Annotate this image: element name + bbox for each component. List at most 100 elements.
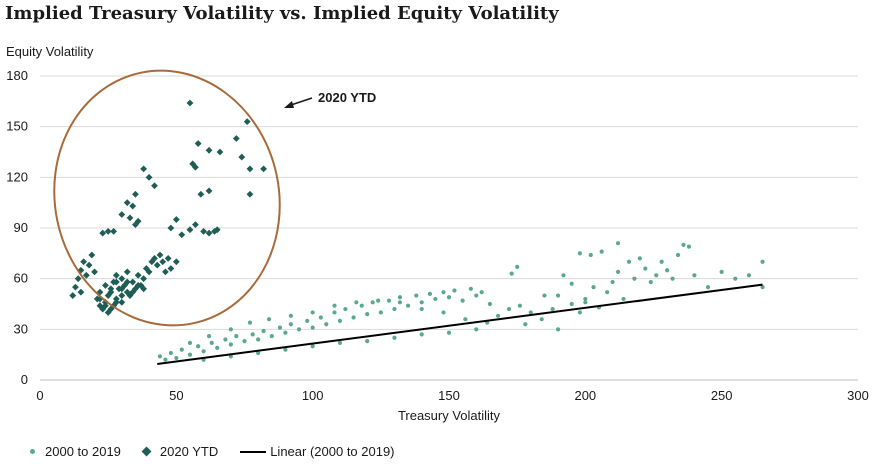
- point-2000-to-2019: [446, 330, 452, 335]
- legend-dot-marker: [30, 449, 35, 454]
- y-tick-label: 0: [21, 372, 28, 387]
- point-2000-to-2019: [626, 259, 632, 264]
- point-2000-to-2019: [615, 241, 621, 246]
- point-2000-to-2019: [577, 310, 582, 315]
- point-2020-ytd: [112, 271, 120, 279]
- point-2020-ytd: [148, 258, 156, 266]
- point-2000-to-2019: [577, 251, 582, 256]
- point-2020-ytd: [118, 292, 126, 299]
- y-tick-label: 30: [14, 321, 28, 336]
- annotation-arrowhead: [284, 101, 294, 108]
- point-2020-ytd: [140, 285, 148, 293]
- point-2020-ytd: [172, 216, 180, 223]
- point-2020-ytd: [77, 288, 85, 296]
- point-2000-to-2019: [215, 345, 220, 351]
- y-tick-label: 180: [6, 68, 28, 83]
- point-2020-ytd: [200, 227, 207, 235]
- point-2020-ytd: [102, 282, 109, 289]
- point-2000-to-2019: [256, 350, 261, 356]
- point-2020-ytd: [232, 135, 240, 142]
- point-2000-to-2019: [665, 268, 670, 273]
- x-tick-label: 0: [36, 388, 43, 403]
- point-2020-ytd: [118, 275, 126, 283]
- point-2020-ytd: [246, 165, 254, 173]
- point-2000-to-2019: [310, 310, 315, 315]
- point-2000-to-2019: [419, 332, 424, 337]
- point-2020-ytd: [238, 153, 246, 161]
- point-2020-ytd: [129, 202, 137, 210]
- point-2000-to-2019: [591, 285, 596, 290]
- point-2000-to-2019: [583, 296, 588, 302]
- point-2000-to-2019: [517, 303, 522, 308]
- point-2000-to-2019: [343, 306, 348, 312]
- y-tick-label: 90: [14, 220, 28, 235]
- x-axis-title: Treasury Volatility: [398, 408, 501, 423]
- point-2020-ytd: [104, 227, 112, 235]
- point-2000-to-2019: [733, 276, 738, 281]
- point-2000-to-2019: [261, 328, 266, 334]
- point-2020-ytd: [132, 190, 139, 198]
- point-2020-ytd: [88, 251, 96, 259]
- point-2020-ytd: [123, 288, 131, 296]
- point-2020-ytd: [123, 268, 131, 276]
- point-2000-to-2019: [406, 303, 411, 308]
- annotation-ellipse: [53, 69, 281, 327]
- point-2000-to-2019: [659, 259, 664, 264]
- point-2000-to-2019: [242, 339, 247, 344]
- point-2000-to-2019: [675, 252, 681, 258]
- point-2020-ytd: [107, 285, 115, 293]
- y-tick-label: 120: [6, 169, 28, 184]
- point-2020-ytd: [197, 190, 205, 198]
- point-2000-to-2019: [386, 298, 392, 303]
- point-2000-to-2019: [654, 273, 659, 278]
- point-2000-to-2019: [468, 286, 473, 291]
- point-2000-to-2019: [637, 256, 642, 261]
- point-2020-ytd: [142, 265, 150, 272]
- legend-label-2020-ytd: 2020 YTD: [159, 444, 219, 459]
- point-2000-to-2019: [433, 296, 438, 302]
- annotation-label: 2020 YTD: [318, 90, 376, 105]
- point-2000-to-2019: [760, 285, 765, 290]
- point-2000-to-2019: [605, 290, 610, 295]
- point-2000-to-2019: [351, 315, 356, 320]
- point-2000-to-2019: [392, 306, 397, 312]
- point-2020-ytd: [216, 148, 224, 156]
- point-2000-to-2019: [332, 310, 337, 315]
- legend-line-marker: [240, 450, 267, 453]
- point-2000-to-2019: [228, 342, 233, 347]
- point-2000-to-2019: [599, 249, 604, 254]
- series-2020-ytd: [69, 99, 267, 316]
- point-2000-to-2019: [310, 325, 315, 330]
- point-2000-to-2019: [414, 293, 419, 298]
- point-2020-ytd: [140, 275, 148, 283]
- point-2020-ytd: [167, 265, 175, 272]
- point-2000-to-2019: [419, 306, 424, 312]
- point-2000-to-2019: [288, 322, 293, 327]
- point-2020-ytd: [194, 140, 202, 147]
- point-2000-to-2019: [234, 333, 239, 339]
- point-2020-ytd: [172, 258, 180, 266]
- point-2020-ytd: [159, 258, 167, 266]
- point-2020-ytd: [260, 165, 267, 173]
- point-2000-to-2019: [419, 300, 424, 305]
- point-2020-ytd: [112, 298, 120, 306]
- point-2000-to-2019: [337, 318, 343, 323]
- point-2020-ytd: [118, 211, 126, 218]
- point-2000-to-2019: [223, 337, 228, 342]
- point-2000-to-2019: [283, 330, 288, 335]
- point-2000-to-2019: [643, 266, 648, 271]
- point-2020-ytd: [129, 288, 137, 296]
- point-2020-ytd: [205, 229, 213, 237]
- point-2000-to-2019: [561, 273, 566, 278]
- point-2000-to-2019: [174, 355, 179, 361]
- point-2000-to-2019: [187, 340, 193, 345]
- point-2000-to-2019: [615, 269, 621, 275]
- linear-trendline: [157, 283, 763, 365]
- x-tick-label: 150: [438, 388, 460, 403]
- point-2000-to-2019: [427, 291, 433, 296]
- point-2000-to-2019: [621, 296, 626, 302]
- point-2000-to-2019: [509, 271, 514, 276]
- point-2000-to-2019: [376, 298, 381, 303]
- point-2000-to-2019: [583, 300, 588, 305]
- point-2000-to-2019: [515, 264, 520, 269]
